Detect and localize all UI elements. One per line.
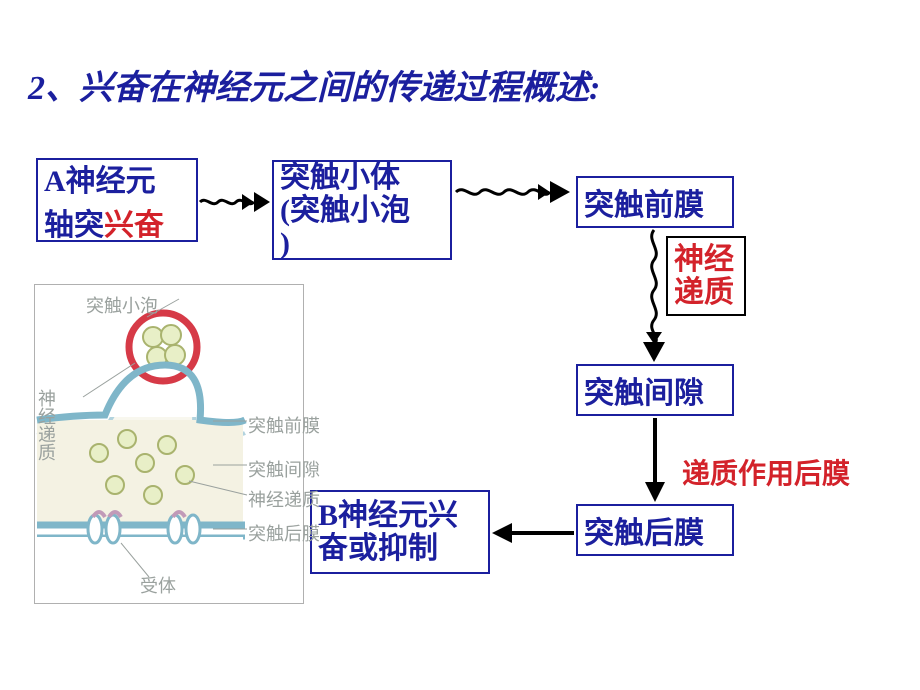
knob-line1: 突触小体: [280, 161, 400, 194]
diag-label-nt-left: 神经递质: [38, 390, 58, 462]
knob-line2: (突触小泡: [280, 194, 410, 227]
nt-line2: 递质: [674, 276, 734, 309]
arrow-knob-to-pre: [454, 178, 574, 208]
knob-line3: ): [280, 227, 290, 260]
post-membrane-text: 突触后膜: [584, 508, 704, 552]
a-neuron-line2a: 轴突: [44, 209, 104, 242]
diag-label-vesicle: 突触小泡: [86, 292, 158, 318]
title-main: 兴奋在神经元之间的传递过程概述:: [79, 70, 600, 107]
diag-label-pre: 突触前膜: [248, 412, 320, 438]
box-b-neuron: B神经元兴 奋或抑制: [310, 490, 490, 574]
diag-label-nt-mid: 神经递质: [248, 486, 320, 512]
diag-label-cleft: 突触间隙: [248, 456, 320, 482]
cleft-text: 突触间隙: [584, 368, 704, 412]
a-neuron-line1: A神经元: [44, 165, 156, 198]
b-neuron-line2: 奋或抑制: [318, 532, 438, 565]
a-neuron-line2b: 兴奋: [104, 209, 164, 242]
title-prefix: 2、: [28, 70, 79, 107]
box-pre-membrane: 突触前膜: [576, 176, 734, 228]
synapse-diagram: [34, 284, 304, 604]
arrow-pre-to-cleft: [640, 228, 670, 364]
arrow-post-to-b: [492, 520, 576, 546]
box-neurotransmitter: 神经 递质: [666, 236, 746, 316]
box-cleft: 突触间隙: [576, 364, 734, 416]
box-a-neuron: A神经元 轴突兴奋: [36, 158, 198, 242]
label-post-action: 递质作用后膜: [682, 452, 850, 492]
nt-line1: 神经: [674, 243, 734, 276]
box-post-membrane: 突触后膜: [576, 504, 734, 556]
arrow-a-to-knob: [198, 188, 274, 218]
page-title: 2、兴奋在神经元之间的传递过程概述:: [28, 60, 600, 109]
pre-membrane-text: 突触前膜: [584, 180, 704, 224]
diag-label-receptor: 受体: [140, 572, 176, 598]
box-synaptic-knob: 突触小体 (突触小泡 ): [272, 160, 452, 260]
arrow-cleft-to-post: [642, 418, 668, 504]
diag-label-post: 突触后膜: [248, 520, 320, 546]
b-neuron-line1: B神经元兴: [318, 499, 458, 532]
